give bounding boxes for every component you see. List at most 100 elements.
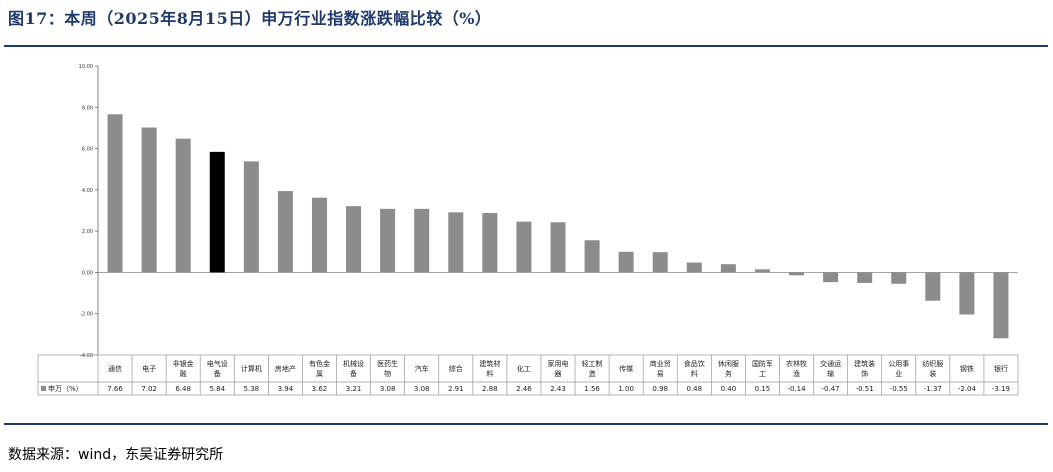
category-label: 装 [929, 369, 936, 378]
y-tick-label: 8.00 [82, 105, 93, 111]
data-label: 1.00 [618, 385, 634, 393]
bar [857, 272, 873, 283]
data-label: -2.04 [958, 385, 977, 393]
bar [346, 206, 362, 273]
data-label: -1.37 [924, 385, 942, 393]
bar [686, 262, 702, 273]
y-tick-label: -4.00 [80, 353, 93, 359]
bar [823, 272, 839, 283]
data-label: 0.15 [755, 385, 771, 393]
category-label: 料 [691, 369, 698, 378]
category-label: 易 [657, 370, 664, 378]
data-label: 3.08 [414, 385, 430, 393]
category-label: 非银金 [173, 359, 194, 368]
y-tick-label: 10.00 [79, 64, 93, 70]
data-label: 3.62 [312, 385, 328, 393]
category-label: 输 [827, 369, 834, 378]
data-label: -0.55 [890, 385, 908, 393]
category-label: 器 [555, 370, 562, 378]
category-label: 家用电 [548, 359, 569, 368]
y-tick-label: 2.00 [82, 229, 93, 235]
data-label: -0.47 [822, 385, 840, 393]
y-tick-label: -2.00 [80, 312, 93, 318]
data-label: 2.88 [482, 385, 498, 393]
category-label: 商业贸 [650, 359, 671, 368]
category-label: 业 [895, 369, 902, 378]
y-tick-label: 6.00 [82, 147, 93, 153]
table-border [37, 354, 1019, 396]
data-label: 0.98 [652, 385, 668, 393]
bar [584, 240, 600, 273]
category-label: 造 [589, 369, 596, 378]
legend-swatch [41, 386, 46, 391]
data-label: 3.08 [380, 385, 396, 393]
bar [789, 272, 805, 276]
data-label: 5.84 [209, 385, 225, 393]
data-label: -3.19 [992, 385, 1010, 393]
data-label: 2.46 [516, 385, 532, 393]
bar [550, 222, 566, 273]
data-label: 3.21 [346, 385, 362, 393]
data-label: 2.91 [448, 385, 464, 393]
bar [243, 161, 259, 273]
bar [516, 221, 532, 273]
bar [448, 212, 464, 273]
category-label: 纺织服 [922, 359, 943, 368]
category-label: 综合 [449, 364, 463, 373]
category-label: 机械设 [343, 359, 364, 368]
category-label: 化工 [517, 364, 531, 373]
data-label: 0.40 [721, 385, 737, 393]
bar [993, 272, 1009, 339]
bar [891, 272, 907, 284]
bar [380, 208, 396, 273]
category-label: 饰 [861, 369, 868, 378]
bar [209, 151, 225, 273]
data-label: 0.48 [686, 385, 702, 393]
bar [652, 252, 668, 273]
bar-chart: 10.00 8.00 6.00 4.00 2.00 0.00 -2.00 -4.00 申万（%… [37, 64, 1019, 396]
figure-title: 图17：本周（2025年8月15日）申万行业指数涨跌幅比较（%） [8, 9, 492, 28]
legend-label: 申万（%） [48, 384, 83, 393]
category-label: 属 [316, 370, 323, 378]
category-label: 公用事 [888, 359, 909, 368]
category-label: 电气设 [207, 359, 228, 368]
category-label: 国防军 [752, 359, 773, 368]
source-note: 数据来源：wind，东吴证券研究所 [8, 447, 224, 463]
category-label: 物 [384, 369, 391, 378]
category-label: 料 [486, 369, 493, 378]
category-label: 钢铁 [960, 364, 974, 373]
category-label: 农林牧 [786, 359, 807, 368]
data-label: -0.51 [856, 385, 874, 393]
data-label: 2.43 [550, 385, 566, 393]
category-label: 房地产 [275, 364, 296, 373]
category-label: 建筑材 [479, 359, 500, 368]
bar [618, 251, 634, 273]
data-label: 1.56 [584, 385, 600, 393]
top-rule [4, 45, 1048, 47]
category-label: 传媒 [619, 364, 633, 373]
category-label: 电子 [142, 364, 156, 373]
data-label: 7.02 [141, 385, 157, 393]
data-label: 6.48 [175, 385, 191, 393]
category-label: 轻工制 [582, 359, 603, 368]
data-label: 7.66 [107, 385, 123, 393]
bar [311, 197, 327, 273]
y-tick-label: 4.00 [82, 188, 93, 194]
data-label: -0.14 [787, 385, 806, 393]
category-label: 备 [350, 369, 357, 378]
category-label: 汽车 [415, 364, 429, 373]
bar [175, 138, 191, 273]
category-label: 备 [214, 369, 221, 378]
category-label: 有色金 [309, 359, 330, 368]
data-label: 5.38 [244, 385, 260, 393]
bar-series [107, 114, 1009, 339]
bar [414, 208, 430, 273]
data-label: 3.94 [278, 385, 294, 393]
category-label: 工 [759, 370, 766, 378]
category-label: 银行 [994, 364, 1008, 373]
bar [754, 269, 770, 273]
bottom-rule [4, 423, 1048, 425]
category-label: 建筑装 [854, 359, 875, 368]
category-label: 渔 [793, 369, 800, 378]
bar [107, 114, 123, 273]
